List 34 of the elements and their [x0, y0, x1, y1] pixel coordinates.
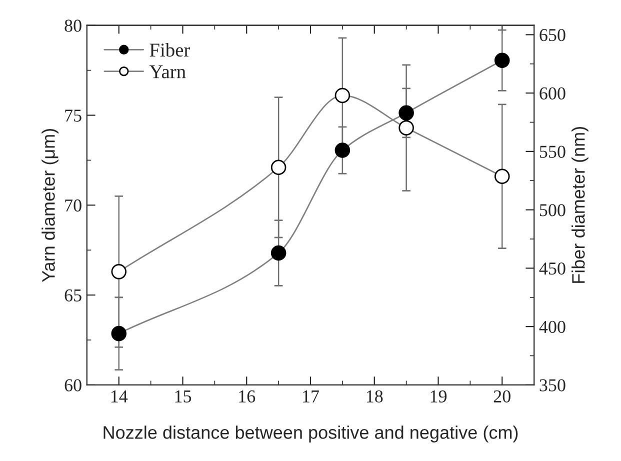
point [398, 105, 414, 121]
x-axis-title: Nozzle distance between positive and negative (cm) [104, 426, 518, 442]
point [270, 160, 286, 176]
legend-label: Yarn [149, 65, 186, 78]
y2-tick-label: 350 [540, 379, 566, 392]
y2-tick-label: 500 [540, 204, 566, 216]
y-tick-label: 75 [65, 110, 82, 122]
point [398, 120, 414, 136]
x-tick-label: 15 [175, 390, 192, 403]
point [111, 264, 127, 280]
legend-label: Fiber [150, 42, 190, 57]
x-tick-label: 14 [111, 390, 128, 402]
point [334, 88, 350, 104]
x-tick-label: 16 [239, 390, 256, 403]
y2-tick-label: 650 [540, 28, 566, 42]
y2-axis-title: Fiber diameter (nm) [572, 126, 588, 283]
x-tick-label: 17 [303, 390, 320, 402]
y-tick-label: 65 [64, 289, 82, 302]
x-tick-label: 18 [366, 390, 383, 403]
point [494, 168, 510, 184]
point [334, 142, 350, 158]
point [270, 245, 286, 261]
point [494, 52, 510, 68]
y2-tick-label: 600 [540, 87, 566, 100]
x-tick-label: 19 [430, 390, 447, 403]
y-tick-label: 70 [65, 199, 82, 212]
y-axis-title: Yarn diameter (μm) [42, 128, 58, 282]
y-tick-label: 80 [64, 20, 82, 32]
x-tick-label: 20 [494, 390, 510, 403]
point [111, 326, 127, 342]
y-tick-label: 60 [64, 379, 82, 392]
y2-tick-label: 550 [540, 146, 566, 158]
y2-tick-label: 450 [539, 262, 566, 275]
y2-tick-label: 400 [539, 320, 566, 334]
